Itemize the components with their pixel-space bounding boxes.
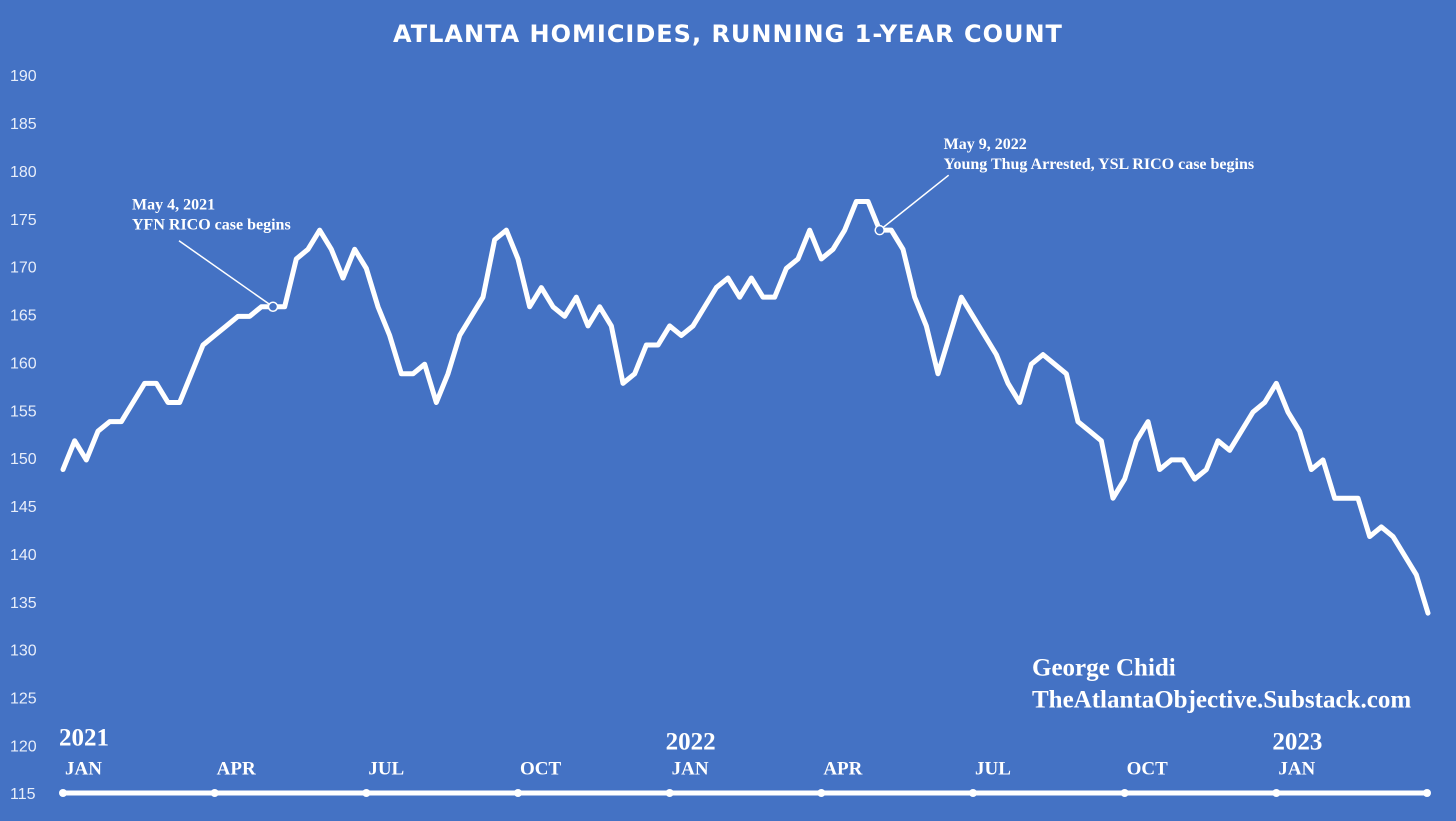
x-tick — [1120, 789, 1129, 797]
annotation-point — [874, 224, 885, 236]
year-label: 2023 — [1272, 729, 1322, 756]
annotation-text: May 4, 2021 — [132, 196, 215, 213]
annotation-text: Young Thug Arrested, YSL RICO case begin… — [944, 156, 1254, 173]
x-tick-label: JUL — [975, 758, 1011, 779]
x-tick — [59, 789, 67, 797]
annotation-point — [267, 301, 279, 313]
x-tick-label: JAN — [65, 758, 102, 779]
x-tick-label: OCT — [1127, 758, 1169, 779]
annotation-leader — [178, 240, 274, 308]
y-tick-label: 115 — [10, 786, 36, 803]
x-tick-label: JAN — [672, 758, 709, 779]
y-tick-label: 175 — [10, 212, 37, 229]
data-line — [60, 198, 1431, 616]
y-tick-label: 120 — [10, 738, 37, 755]
x-tick-label: JAN — [1278, 758, 1315, 779]
y-tick-label: 140 — [10, 547, 37, 564]
axis-end — [1423, 789, 1431, 797]
y-tick-label: 135 — [10, 595, 37, 612]
y-tick-label: 185 — [10, 116, 37, 133]
y-tick-label: 155 — [10, 403, 37, 420]
y-tick-label: 165 — [10, 308, 37, 325]
x-tick — [817, 789, 826, 797]
chart-title: ATLANTA HOMICIDES, RUNNING 1-YEAR COUNT — [393, 20, 1063, 48]
year-label: 2022 — [666, 729, 716, 756]
y-tick-label: 150 — [10, 451, 37, 468]
x-tick — [969, 789, 977, 797]
x-tick — [1272, 789, 1281, 797]
annotation-text: May 9, 2022 — [944, 136, 1027, 153]
credit: George Chidi — [1032, 655, 1176, 682]
y-tick-label: 125 — [10, 690, 37, 707]
annotation-leader — [879, 174, 950, 231]
x-tick-label: JUL — [368, 758, 404, 779]
year-label: 2021 — [59, 725, 109, 752]
y-tick-label: 130 — [10, 643, 37, 660]
x-tick — [514, 789, 522, 797]
annotation-text: YFN RICO case begins — [132, 216, 291, 233]
y-tick-label: 170 — [10, 260, 37, 277]
x-tick-label: OCT — [520, 758, 562, 779]
y-tick-label: 180 — [10, 164, 37, 181]
y-tick-label: 160 — [10, 355, 37, 372]
credit: TheAtlantaObjective.Substack.com — [1032, 687, 1411, 714]
x-tick-label: APR — [823, 758, 862, 779]
x-tick — [362, 789, 371, 797]
x-tick — [665, 789, 674, 797]
y-tick-label: 190 — [10, 68, 37, 85]
x-tick-label: APR — [217, 758, 256, 779]
y-tick-label: 145 — [10, 499, 37, 516]
x-tick — [210, 789, 219, 797]
